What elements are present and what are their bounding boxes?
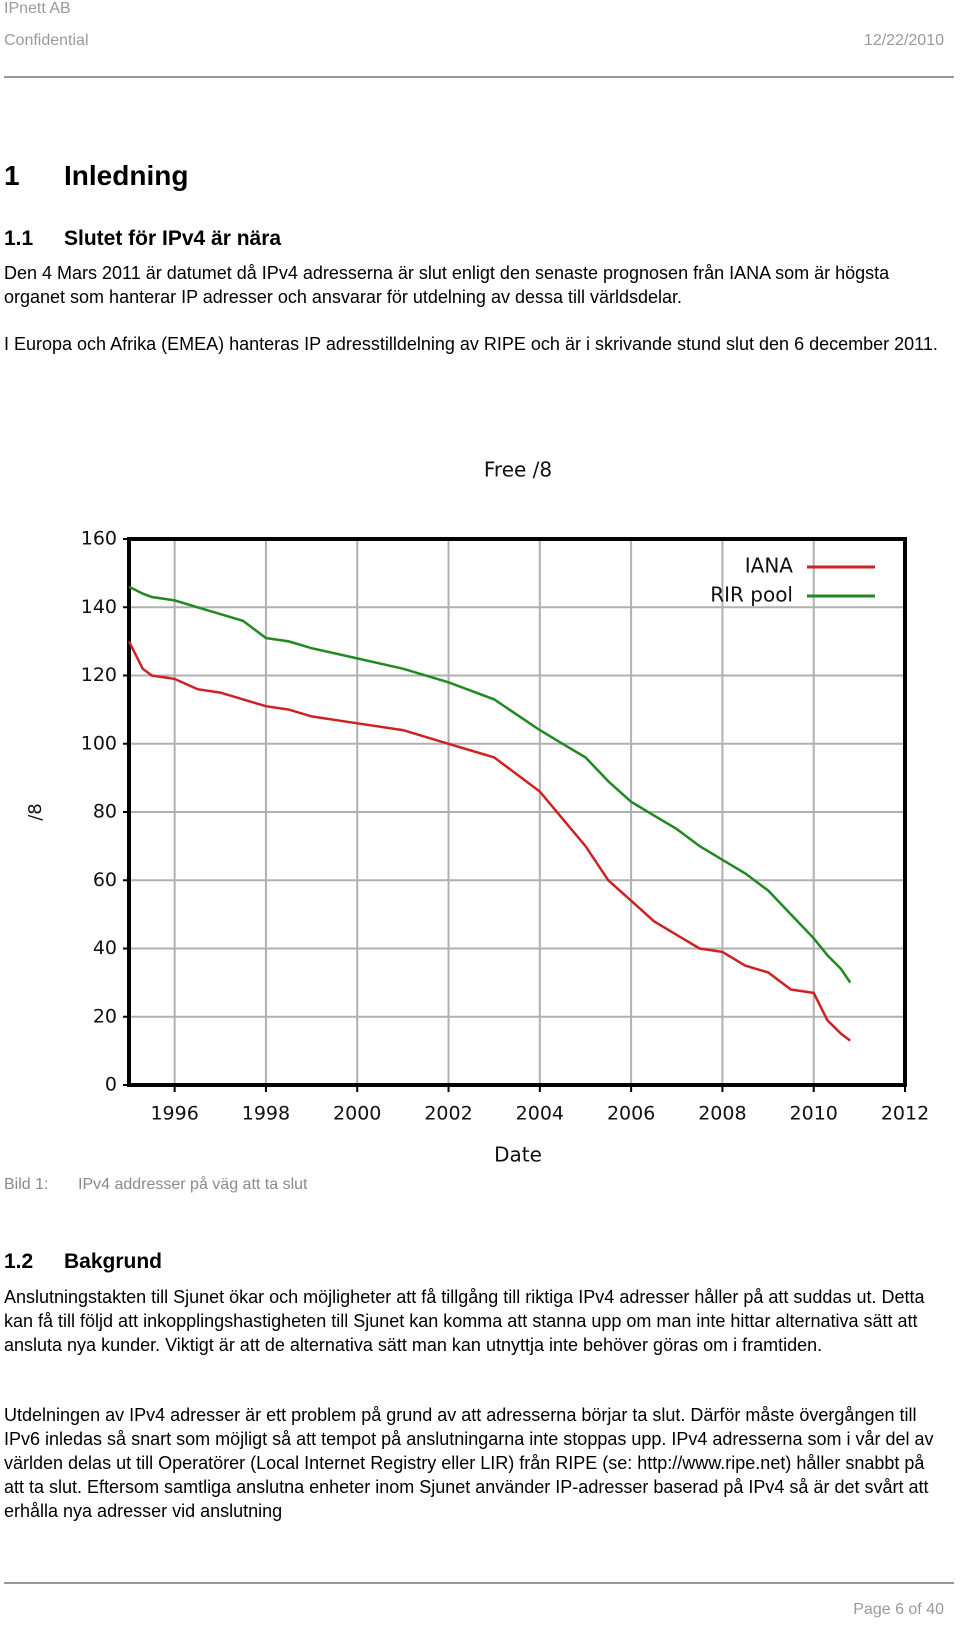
legend-label: RIR pool	[710, 583, 793, 607]
x-tick-label: 2006	[607, 1103, 655, 1125]
legend-label: IANA	[745, 554, 794, 578]
classification: Confidential	[4, 32, 89, 49]
date: 12/22/2010	[863, 32, 944, 49]
subheading-title: Bakgrund	[64, 1250, 163, 1273]
y-tick-label: 60	[93, 869, 117, 891]
subheading-number: 1.2	[4, 1250, 34, 1273]
data-line	[127, 640, 851, 1042]
x-tick-label: 1996	[150, 1103, 198, 1125]
chart-title: Free /8	[484, 458, 552, 482]
x-tick-label: 2000	[333, 1103, 381, 1125]
page-number: Page 6 of 40	[853, 1601, 944, 1618]
x-tick-label: 2002	[424, 1103, 472, 1125]
paragraph: Anslutningstakten till Sjunet ökar och m…	[4, 1287, 925, 1355]
x-tick-label: 2012	[881, 1103, 929, 1125]
footer-rule	[4, 1582, 954, 1584]
header-rule	[4, 76, 954, 78]
heading-title: Inledning	[64, 160, 189, 191]
heading-number: 1	[4, 160, 20, 191]
y-tick-label: 80	[93, 801, 117, 823]
y-tick-label: 0	[105, 1074, 117, 1096]
y-tick-label: 120	[81, 664, 117, 686]
subheading: 1.2 Bakgrund	[4, 1250, 162, 1274]
y-tick-label: 140	[81, 596, 117, 618]
caption-text: IPv4 addresser på väg att ta slut	[78, 1176, 308, 1193]
y-tick-label: 20	[93, 1005, 117, 1027]
caption-label: Bild 1:	[4, 1176, 49, 1193]
x-axis-label: Date	[494, 1143, 542, 1167]
y-tick-label: 40	[93, 937, 117, 959]
subheading-title: Slutet för IPv4 är nära	[64, 227, 282, 250]
company: IPnett AB	[4, 0, 71, 17]
chart: Free /8 Date /8 0 20 40 60 80 100 120 140 160 199…	[25, 458, 929, 1167]
paragraph: Den 4 Mars 2011 är datumet då IPv4 adres…	[4, 263, 890, 307]
y-tick-label: 100	[81, 732, 117, 754]
subheading-number: 1.1	[4, 227, 34, 250]
paragraph: I Europa och Afrika (EMEA) hanteras IP a…	[4, 334, 938, 354]
x-tick-label: 2008	[698, 1103, 746, 1125]
subheading: 1.1 Slutet för IPv4 är nära	[4, 227, 281, 251]
plot-frame	[127, 537, 907, 1087]
paragraph: Utdelningen av IPv4 adresser är ett prob…	[4, 1405, 934, 1521]
y-axis-label: /8	[25, 803, 46, 821]
heading: 1 Inledning	[4, 160, 188, 192]
data-line	[128, 585, 852, 984]
x-tick-label: 2010	[790, 1103, 838, 1125]
x-tick-label: 1998	[242, 1103, 290, 1125]
y-tick-label: 160	[81, 528, 117, 550]
x-tick-label: 2004	[516, 1103, 564, 1125]
